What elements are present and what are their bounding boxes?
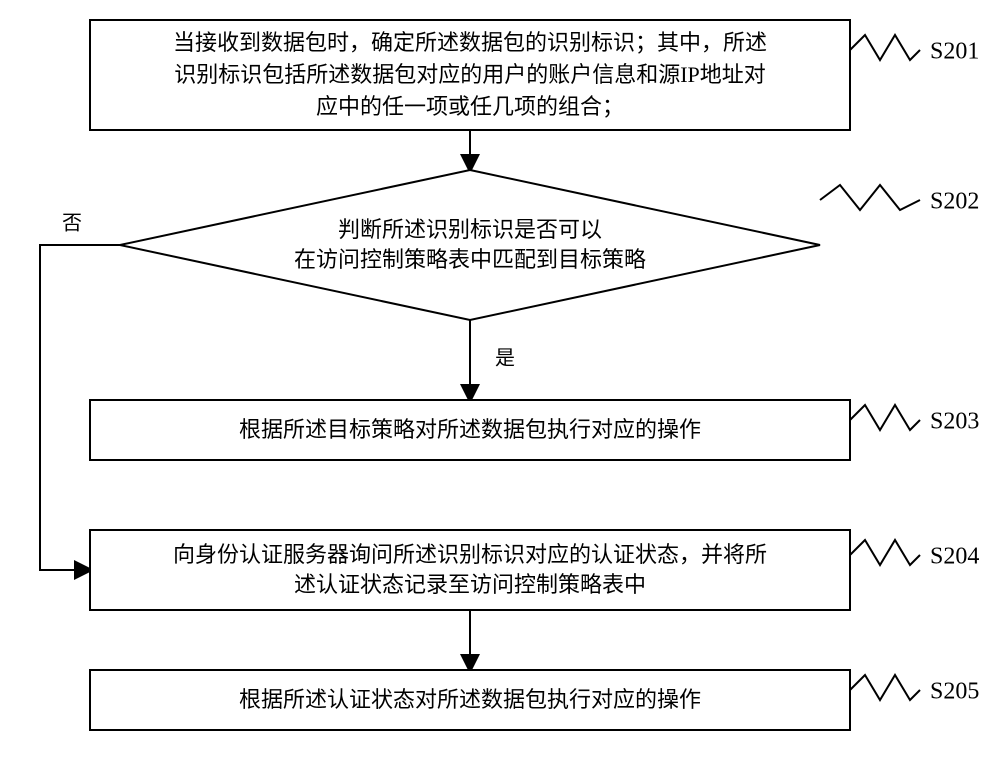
s201-line2: 识别标识包括所述数据包对应的用户的账户信息和源IP地址对 [174,62,766,87]
s201-line3: 应中的任一项或任几项的组合； [316,94,624,119]
step-s202: S202 [930,189,979,215]
node-s201: 当接收到数据包时，确定所述数据包的识别标识；其中，所述 识别标识包括所述数据包对… [90,20,850,130]
zig-s204 [850,540,920,565]
s204-line2: 述认证状态记录至访问控制策略表中 [294,572,646,597]
diamond-s202 [120,170,820,320]
node-s205: 根据所述认证状态对所述数据包执行对应的操作 [90,670,850,730]
step-s203: S203 [930,409,979,435]
label-yes: 是 [495,348,515,370]
step-s201: S201 [930,39,979,65]
s202-line2: 在访问控制策略表中匹配到目标策略 [294,247,646,272]
step-s204: S204 [930,544,979,570]
node-s204: 向身份认证服务器询问所述识别标识对应的认证状态，并将所 述认证状态记录至访问控制… [90,530,850,610]
s203-line1: 根据所述目标策略对所述数据包执行对应的操作 [239,417,701,442]
zig-s205 [850,675,920,700]
node-s202: 判断所述识别标识是否可以 在访问控制策略表中匹配到目标策略 [120,170,820,320]
step-s205: S205 [930,679,979,705]
s201-line1: 当接收到数据包时，确定所述数据包的识别标识；其中，所述 [173,30,767,55]
zig-s201 [850,35,920,60]
zig-s202 [820,185,920,210]
s202-line1: 判断所述识别标识是否可以 [338,217,602,242]
zig-s203 [850,405,920,430]
flowchart-canvas: 当接收到数据包时，确定所述数据包的识别标识；其中，所述 识别标识包括所述数据包对… [0,0,1000,764]
s205-line1: 根据所述认证状态对所述数据包执行对应的操作 [239,687,701,712]
node-s203: 根据所述目标策略对所述数据包执行对应的操作 [90,400,850,460]
s204-line1: 向身份认证服务器询问所述识别标识对应的认证状态，并将所 [173,542,767,567]
label-no: 否 [62,213,82,235]
